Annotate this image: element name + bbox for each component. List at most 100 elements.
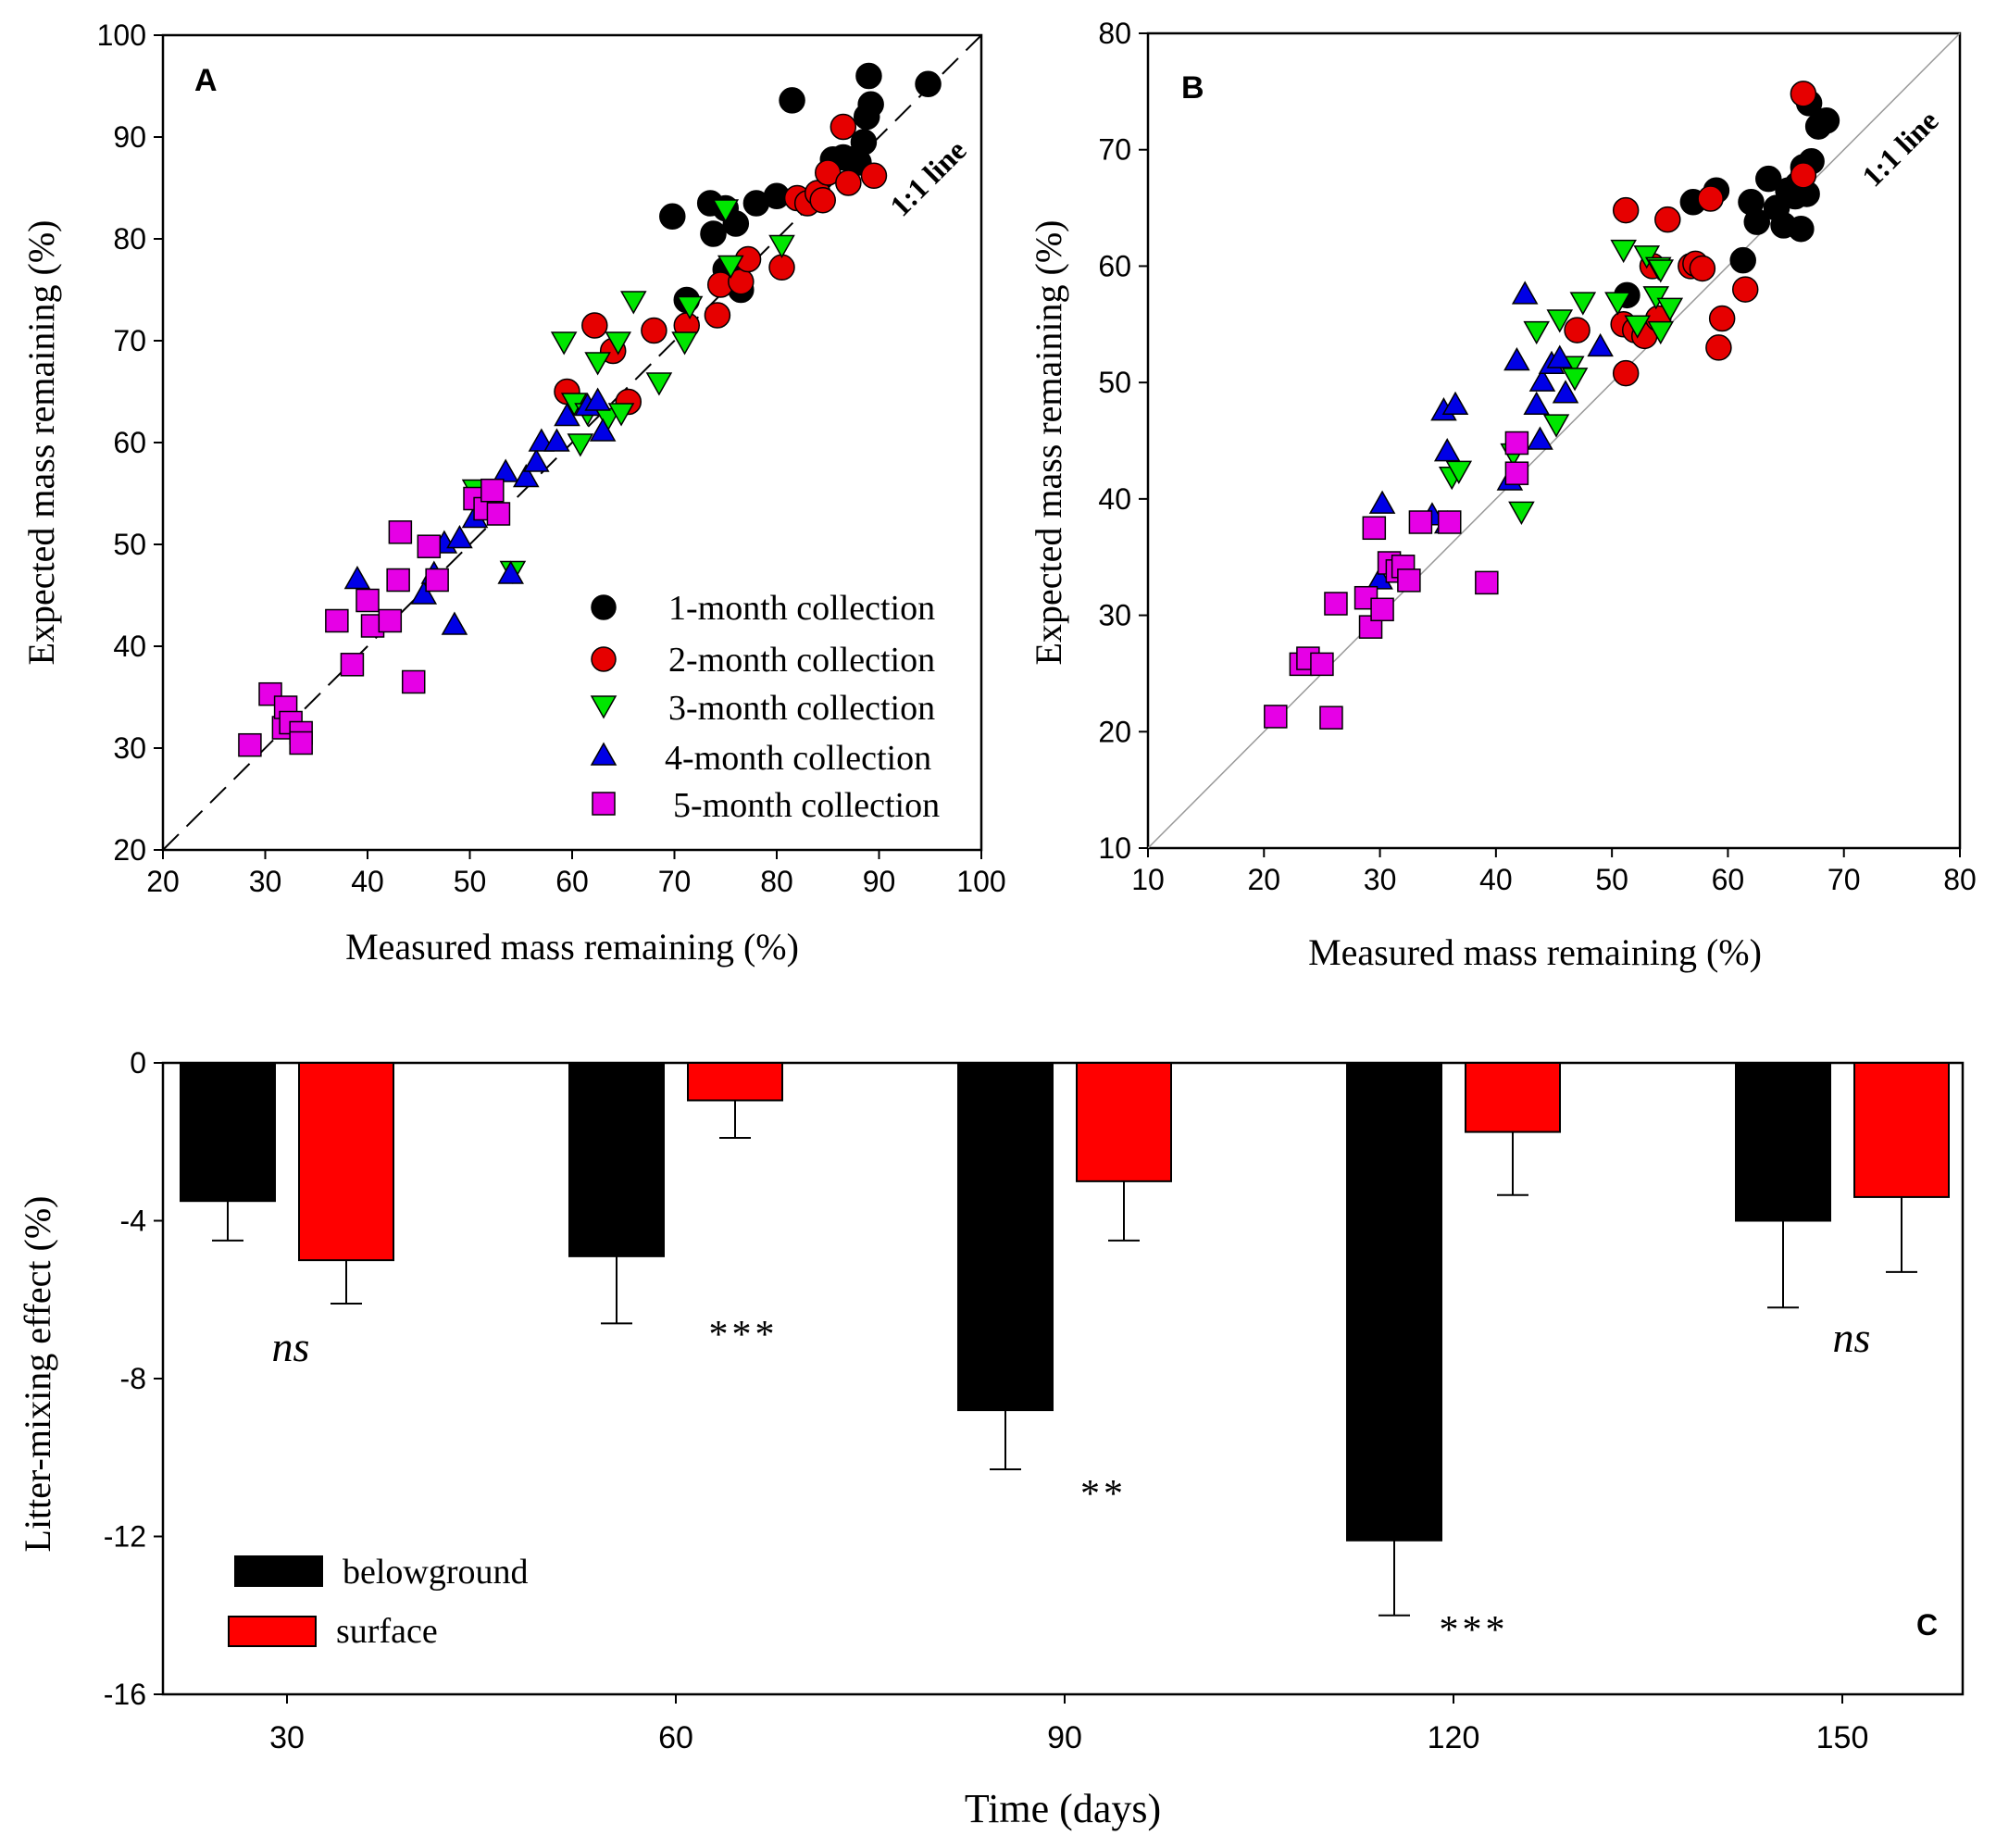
panel-b-point-5-month: [1437, 510, 1462, 534]
panel-b-point-1-month: [1729, 246, 1756, 274]
panel-a-point-3-month: [645, 372, 673, 396]
panel-c-bar-surface: [687, 1062, 783, 1102]
panel-a-legend: 1-month collection 2-month collection 3-…: [590, 589, 940, 825]
panel-a-point-4-month: [523, 448, 550, 472]
panel-b-point-3-month: [1561, 368, 1589, 392]
panel-b-point-2-month: [1731, 276, 1759, 303]
panel-a-point-3-month: [620, 291, 647, 315]
panel-a-point-5-month: [289, 730, 313, 755]
panel-c-x-tick-label: 150: [1816, 1720, 1869, 1755]
panel-b-point-4-month: [1368, 490, 1396, 514]
panel-b-y-tick-label: 60: [1098, 249, 1131, 282]
panel-a-point-4-month: [554, 402, 580, 427]
panel-c-y-label: Litter-mixing effect (%): [17, 1196, 58, 1553]
legend-marker-1-month: [591, 594, 617, 620]
legend-label-belowground: belowground: [343, 1553, 529, 1592]
panel-c-frame: [161, 1061, 1965, 1696]
panel-a-point-1-month: [700, 220, 727, 247]
panel-a-point-5-month: [401, 669, 426, 694]
panel-b-point-3-month: [1569, 292, 1597, 316]
panel-b-point-2-month: [1654, 206, 1681, 233]
panel-a-point-5-month: [238, 732, 262, 757]
legend-item-4-month: 4-month collection: [590, 739, 931, 778]
panel-b-point-5-month: [1408, 510, 1433, 534]
panel-a-x-tick-label: 80: [760, 865, 793, 898]
panel-b-point-2-month: [1708, 305, 1736, 332]
panel-b-point-5-month: [1370, 597, 1394, 622]
panel-c-x-tick-label: 120: [1428, 1720, 1480, 1755]
panel-a-x-tick-label: 60: [555, 865, 589, 898]
panel-b-x-tick-label: 30: [1364, 863, 1397, 896]
panel-a-point-2-month: [835, 169, 862, 196]
panel-a-point-4-month: [441, 611, 468, 635]
panel-a-y-tick-label: 80: [113, 222, 146, 256]
panel-a-point-5-month: [425, 568, 449, 593]
panel-a-y-tick-label: 70: [113, 324, 146, 357]
panel-c-bar-belowground: [1346, 1062, 1442, 1542]
panel-a-point-3-month: [567, 433, 594, 457]
panel-a-point-5-month: [325, 608, 349, 633]
panel-b-point-2-month: [1790, 81, 1817, 107]
legend-item-2-month: 2-month collection: [591, 641, 935, 680]
legend-label-3-month: 3-month collection: [668, 689, 935, 728]
panel-c-bar-belowground: [180, 1062, 276, 1203]
panel-b-label: B: [1181, 70, 1204, 106]
panel-b-point-2-month: [1612, 196, 1640, 224]
panel-c-x-label: Time (days): [965, 1786, 1161, 1831]
panel-b-point-3-month: [1604, 292, 1631, 316]
panel-c-y-tick-label: -12: [104, 1520, 146, 1554]
panel-b-x-label: Measured mass remaining (%): [1308, 931, 1762, 973]
panel-c-y-tick-label: -8: [120, 1362, 146, 1395]
panel-b-point-4-month: [1587, 332, 1614, 357]
panel-c-bar-surface: [1853, 1062, 1950, 1198]
legend-item-belowground: belowground: [234, 1553, 529, 1592]
panel-b-point-5-month: [1264, 705, 1288, 729]
panel-a-x-tick-label: 70: [658, 865, 692, 898]
panel-a-point-5-month: [340, 653, 365, 677]
panel-b-x-tick-label: 10: [1131, 863, 1165, 896]
panel-b-y-tick-label: 10: [1098, 831, 1131, 865]
panel-c-bar-belowground: [957, 1062, 1054, 1412]
panel-b-point-5-month: [1362, 516, 1387, 541]
panel-b-y-label: Expected mass remaining (%): [1028, 220, 1069, 666]
panel-b-point-4-month: [1528, 368, 1556, 392]
panel-b-y-tick-label: 70: [1098, 133, 1131, 167]
panel-b-point-2-month: [1689, 255, 1716, 282]
panel-b-point-4-month: [1546, 344, 1574, 368]
panel-b-point-3-month: [1610, 239, 1637, 264]
panel-a-point-3-month: [712, 199, 740, 223]
panel-c-x-tick-label: 90: [1047, 1720, 1082, 1755]
panel-b-point-1-month: [1743, 208, 1770, 235]
legend-label-surface: surface: [336, 1612, 438, 1651]
panel-a-point-1-month: [779, 87, 805, 114]
panel-a-point-2-month: [581, 312, 608, 339]
legend-label-5-month: 5-month collection: [673, 786, 940, 825]
legend-item-1-month: 1-month collection: [591, 589, 935, 628]
panel-b-point-4-month: [1433, 438, 1461, 462]
panel-a-x-tick-label: 100: [956, 865, 1005, 898]
panel-c-bar-surface: [298, 1062, 394, 1262]
panel-a-x-tick-label: 30: [249, 865, 282, 898]
panel-b-y-tick-label: 20: [1098, 715, 1131, 748]
panel-b-y-tick-label: 40: [1098, 482, 1131, 516]
panel-b-x-tick-label: 40: [1479, 863, 1513, 896]
panel-a-reference-line: [162, 34, 982, 851]
panel-b-point-3-month: [1647, 259, 1675, 283]
legend-label-1-month: 1-month collection: [668, 589, 935, 628]
legend-swatch-surface: [228, 1616, 317, 1647]
panel-c-x-tick-label: 60: [658, 1720, 693, 1755]
panel-c-bar-surface: [1465, 1062, 1561, 1133]
panel-c-y-tick-label: -4: [120, 1205, 146, 1238]
panel-b-point-5-month: [1310, 652, 1334, 677]
panel-a-point-5-month: [480, 478, 505, 503]
panel-c-y-tick-label: 0: [130, 1046, 146, 1080]
panel-a-point-4-month: [543, 428, 570, 452]
panel-a-point-4-month: [446, 524, 473, 549]
panel-a-point-2-month: [860, 162, 888, 190]
panel-b-point-2-month: [1612, 359, 1640, 387]
panel-c-bar-belowground: [568, 1062, 665, 1257]
panel-a-point-3-month: [584, 352, 611, 376]
panel-a: 20 30 40 50 60 70 80 90 100 20 30 40 50 60 70 80 90 100 A…: [20, 19, 1006, 968]
